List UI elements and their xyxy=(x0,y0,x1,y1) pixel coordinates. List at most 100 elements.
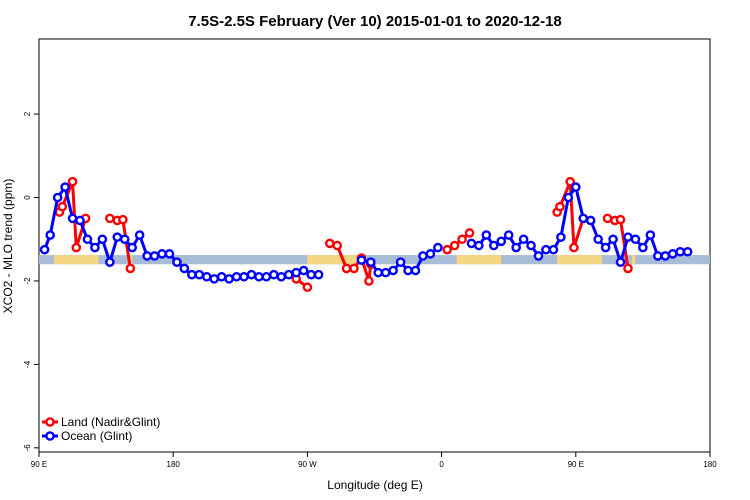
data-point xyxy=(283,269,294,280)
data-point xyxy=(134,230,145,240)
data-point xyxy=(67,213,78,224)
data-point xyxy=(172,257,182,267)
legend-marker xyxy=(45,417,55,427)
x-tick-label: 180 xyxy=(167,460,181,469)
data-point xyxy=(541,244,551,255)
data-point xyxy=(608,234,618,245)
x-tick-label: 90 E xyxy=(31,460,47,469)
data-point xyxy=(324,238,335,249)
data-point xyxy=(380,267,391,278)
data-point xyxy=(418,251,428,261)
data-point xyxy=(356,255,367,265)
data-point xyxy=(118,214,128,225)
data-point xyxy=(481,230,492,240)
data-point xyxy=(125,263,136,274)
land-band-segment xyxy=(631,255,636,265)
data-point xyxy=(630,234,641,245)
data-point xyxy=(675,246,685,257)
data-point xyxy=(526,240,536,251)
data-point xyxy=(349,263,359,274)
data-point xyxy=(667,249,678,259)
data-point xyxy=(449,240,460,251)
data-point xyxy=(254,271,264,282)
land-band-segment xyxy=(560,255,602,265)
x-tick-label: 90 W xyxy=(298,460,317,469)
data-point xyxy=(511,242,521,253)
data-point xyxy=(112,232,123,242)
data-point xyxy=(578,213,589,224)
y-tick-label: -6 xyxy=(23,444,32,452)
data-point xyxy=(179,263,190,274)
data-point xyxy=(466,238,477,249)
data-point xyxy=(555,201,565,212)
data-point xyxy=(231,271,242,282)
data-point xyxy=(187,269,197,280)
y-tick-label: -2 xyxy=(23,277,32,285)
series-ocean xyxy=(39,182,693,284)
data-point xyxy=(474,240,484,251)
land-band-segment xyxy=(53,255,58,265)
x-tick-label: 90 E xyxy=(568,460,584,469)
data-point xyxy=(142,251,152,261)
data-point xyxy=(276,271,287,282)
x-tick-label: 180 xyxy=(703,460,717,469)
data-point xyxy=(119,234,130,245)
land-band-segment xyxy=(557,255,561,265)
data-point xyxy=(261,271,272,282)
axes: 90 E 180 90 W 0 90 E 180 2 0 -2 -4 -6 xyxy=(23,111,717,469)
y-tick-label: 2 xyxy=(23,111,32,116)
data-point xyxy=(395,257,406,267)
data-point xyxy=(332,240,343,251)
data-point xyxy=(457,234,467,245)
data-point xyxy=(410,265,421,276)
y-axis-label: XCO2 - MLO trend (ppm) xyxy=(1,179,15,314)
data-point xyxy=(67,176,78,187)
data-point xyxy=(602,213,613,224)
x-axis-label: Longitude (deg E) xyxy=(327,478,422,492)
data-point xyxy=(638,242,648,253)
data-point xyxy=(82,234,93,245)
chart-title: 7.5S-2.5S February (Ver 10) 2015-01-01 t… xyxy=(188,13,562,30)
legend: Land (Nadir&Glint)Ocean (Glint) xyxy=(42,415,160,443)
data-point xyxy=(533,251,544,261)
data-point xyxy=(97,234,108,245)
data-point xyxy=(433,242,443,253)
data-point xyxy=(291,267,302,278)
data-point xyxy=(313,269,324,280)
data-point xyxy=(60,182,70,192)
data-point xyxy=(585,215,596,226)
data-point xyxy=(149,251,160,261)
data-point xyxy=(246,269,257,280)
data-point xyxy=(298,265,309,276)
data-point xyxy=(71,242,82,253)
land-band-segment xyxy=(307,255,360,265)
data-point xyxy=(239,271,249,282)
data-point xyxy=(623,263,633,274)
data-point xyxy=(496,236,507,247)
data-point xyxy=(194,269,205,280)
data-point xyxy=(157,249,167,259)
land-band-segment xyxy=(57,255,99,265)
data-point xyxy=(569,242,579,253)
data-point xyxy=(682,246,693,257)
data-point xyxy=(442,244,452,255)
data-point xyxy=(216,271,227,282)
plot-frame xyxy=(38,38,711,453)
data-point xyxy=(341,263,352,274)
data-point xyxy=(425,249,436,259)
data-point xyxy=(653,251,663,261)
data-point xyxy=(600,242,611,253)
data-point xyxy=(464,228,475,238)
data-point xyxy=(388,265,398,276)
legend-marker xyxy=(45,431,55,441)
data-point xyxy=(105,257,115,267)
data-point xyxy=(75,215,85,226)
data-point xyxy=(209,274,220,284)
data-point xyxy=(593,234,603,245)
data-point xyxy=(105,213,115,224)
data-point xyxy=(660,251,671,261)
series-layer xyxy=(39,176,693,293)
series-line xyxy=(471,185,688,264)
legend-label: Land (Nadir&Glint) xyxy=(61,415,160,429)
